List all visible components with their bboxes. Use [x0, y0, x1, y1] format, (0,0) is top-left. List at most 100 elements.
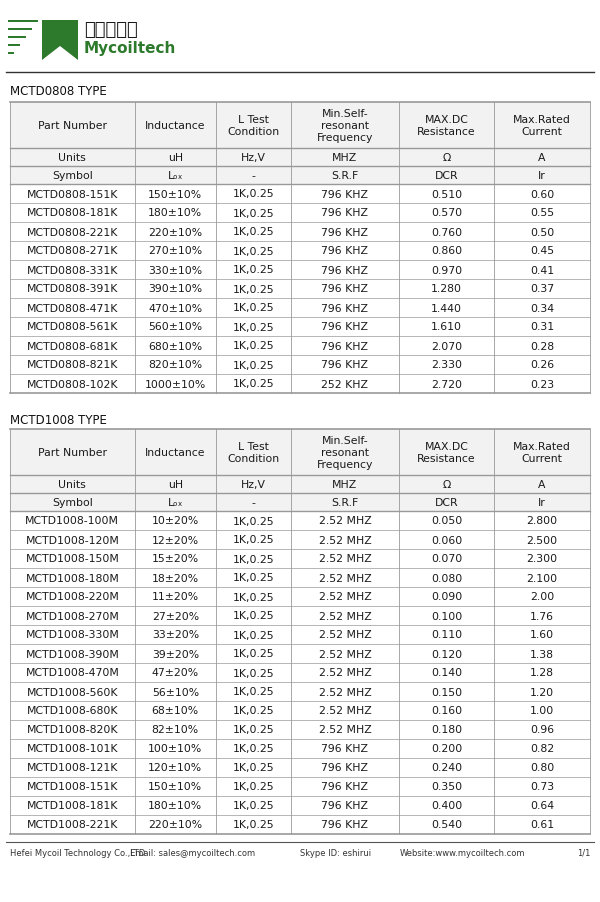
Text: 1K,0.25: 1K,0.25	[233, 724, 274, 735]
Text: 1K,0.25: 1K,0.25	[233, 801, 274, 811]
Text: 1K,0.25: 1K,0.25	[233, 284, 274, 294]
Text: 1K,0.25: 1K,0.25	[233, 360, 274, 370]
Text: 0.41: 0.41	[530, 265, 554, 275]
Text: 1K,0.25: 1K,0.25	[233, 535, 274, 545]
Text: 1K,0.25: 1K,0.25	[233, 611, 274, 621]
Text: MCTD0808-561K: MCTD0808-561K	[26, 322, 118, 332]
Text: MCTD0808-391K: MCTD0808-391K	[26, 284, 118, 294]
Text: S.R.F: S.R.F	[331, 497, 359, 508]
Bar	[10, 103, 590, 149]
Text: 1K,0.25: 1K,0.25	[233, 189, 274, 199]
Text: 1.38: 1.38	[530, 649, 554, 658]
Text: L Test
Condition: L Test Condition	[227, 115, 280, 136]
Text: A: A	[538, 152, 546, 163]
Text: 2.500: 2.500	[527, 535, 558, 545]
Text: Lₒₓ: Lₒₓ	[167, 497, 183, 508]
Polygon shape	[42, 21, 78, 61]
Text: 0.860: 0.860	[431, 246, 462, 256]
Text: 82±10%: 82±10%	[152, 724, 199, 735]
Text: MCTD1008 TYPE: MCTD1008 TYPE	[10, 413, 107, 427]
Text: 2.52 MHZ: 2.52 MHZ	[319, 592, 371, 602]
Text: 0.200: 0.200	[431, 743, 462, 754]
Text: 47±20%: 47±20%	[152, 667, 199, 677]
Text: 10±20%: 10±20%	[152, 516, 199, 526]
Text: 796 KHZ: 796 KHZ	[322, 246, 368, 256]
Text: MCTD1008-221K: MCTD1008-221K	[26, 820, 118, 830]
Text: 0.160: 0.160	[431, 705, 462, 715]
Text: 1K,0.25: 1K,0.25	[233, 341, 274, 351]
Text: 1K,0.25: 1K,0.25	[233, 649, 274, 658]
Text: 0.31: 0.31	[530, 322, 554, 332]
Bar	[8, 29, 32, 31]
Bar	[10, 493, 590, 511]
Text: 0.350: 0.350	[431, 782, 462, 792]
Text: 1K,0.25: 1K,0.25	[233, 686, 274, 696]
Bar	[10, 475, 590, 493]
Text: MCTD1008-270M: MCTD1008-270M	[25, 611, 119, 621]
Text: Part Number: Part Number	[38, 447, 107, 457]
Text: 796 KHZ: 796 KHZ	[322, 763, 368, 773]
Text: 1.28: 1.28	[530, 667, 554, 677]
Text: 2.52 MHZ: 2.52 MHZ	[319, 705, 371, 715]
Text: 1K,0.25: 1K,0.25	[233, 303, 274, 313]
Text: Units: Units	[58, 152, 86, 163]
Text: 390±10%: 390±10%	[148, 284, 202, 294]
Text: 100±10%: 100±10%	[148, 743, 202, 754]
Text: 1K,0.25: 1K,0.25	[233, 820, 274, 830]
Text: MCTD0808-821K: MCTD0808-821K	[26, 360, 118, 370]
Text: Lₒₓ: Lₒₓ	[167, 170, 183, 180]
Bar	[8, 21, 38, 23]
Text: MCTD1008-680K: MCTD1008-680K	[26, 705, 118, 715]
Text: 2.300: 2.300	[527, 554, 558, 564]
Text: MCTD1008-820K: MCTD1008-820K	[26, 724, 118, 735]
Text: MCTD1008-101K: MCTD1008-101K	[26, 743, 118, 754]
Text: 1K,0.25: 1K,0.25	[233, 379, 274, 389]
Text: 0.760: 0.760	[431, 227, 462, 237]
Text: 1K,0.25: 1K,0.25	[233, 743, 274, 754]
Text: 0.61: 0.61	[530, 820, 554, 830]
Text: MCTD0808-471K: MCTD0808-471K	[26, 303, 118, 313]
Text: 1K,0.25: 1K,0.25	[233, 763, 274, 773]
Text: Website:www.mycoiltech.com: Website:www.mycoiltech.com	[400, 848, 526, 857]
Text: uH: uH	[168, 480, 183, 490]
Text: 0.26: 0.26	[530, 360, 554, 370]
Text: 680±10%: 680±10%	[148, 341, 202, 351]
Bar	[8, 44, 20, 47]
Text: MCTD1008-120M: MCTD1008-120M	[25, 535, 119, 545]
Text: 2.720: 2.720	[431, 379, 462, 389]
Text: MHZ: MHZ	[332, 152, 358, 163]
Text: MAX.DC
Resistance: MAX.DC Resistance	[417, 442, 476, 464]
Text: 2.070: 2.070	[431, 341, 462, 351]
Text: 1.60: 1.60	[530, 630, 554, 640]
Text: 11±20%: 11±20%	[152, 592, 199, 602]
Text: Hz,V: Hz,V	[241, 152, 266, 163]
Text: 796 KHZ: 796 KHZ	[322, 189, 368, 199]
Text: 1.610: 1.610	[431, 322, 462, 332]
Text: 150±10%: 150±10%	[148, 189, 202, 199]
Text: MCTD1008-330M: MCTD1008-330M	[25, 630, 119, 640]
Text: Skype ID: eshirui: Skype ID: eshirui	[300, 848, 371, 857]
Text: MCTD0808-681K: MCTD0808-681K	[26, 341, 118, 351]
Text: 180±10%: 180±10%	[148, 208, 202, 218]
Text: MCTD1008-180M: MCTD1008-180M	[25, 573, 119, 583]
Text: Units: Units	[58, 480, 86, 490]
Text: 1/1: 1/1	[577, 848, 590, 857]
Text: 796 KHZ: 796 KHZ	[322, 208, 368, 218]
Text: 2.52 MHZ: 2.52 MHZ	[319, 686, 371, 696]
Text: MCTD1008-220M: MCTD1008-220M	[25, 592, 119, 602]
Text: 796 KHZ: 796 KHZ	[322, 284, 368, 294]
Text: 270±10%: 270±10%	[148, 246, 202, 256]
Text: 796 KHZ: 796 KHZ	[322, 801, 368, 811]
Bar	[10, 429, 590, 475]
Text: 39±20%: 39±20%	[152, 649, 199, 658]
Text: MCTD1008-181K: MCTD1008-181K	[26, 801, 118, 811]
Text: MCTD0808-102K: MCTD0808-102K	[26, 379, 118, 389]
Text: MCTD1008-151K: MCTD1008-151K	[26, 782, 118, 792]
Text: 2.52 MHZ: 2.52 MHZ	[319, 667, 371, 677]
Text: MCTD1008-150M: MCTD1008-150M	[25, 554, 119, 564]
Text: 27±20%: 27±20%	[152, 611, 199, 621]
Text: Symbol: Symbol	[52, 170, 93, 180]
Text: 0.55: 0.55	[530, 208, 554, 218]
Text: 0.090: 0.090	[431, 592, 462, 602]
Bar	[8, 52, 14, 55]
